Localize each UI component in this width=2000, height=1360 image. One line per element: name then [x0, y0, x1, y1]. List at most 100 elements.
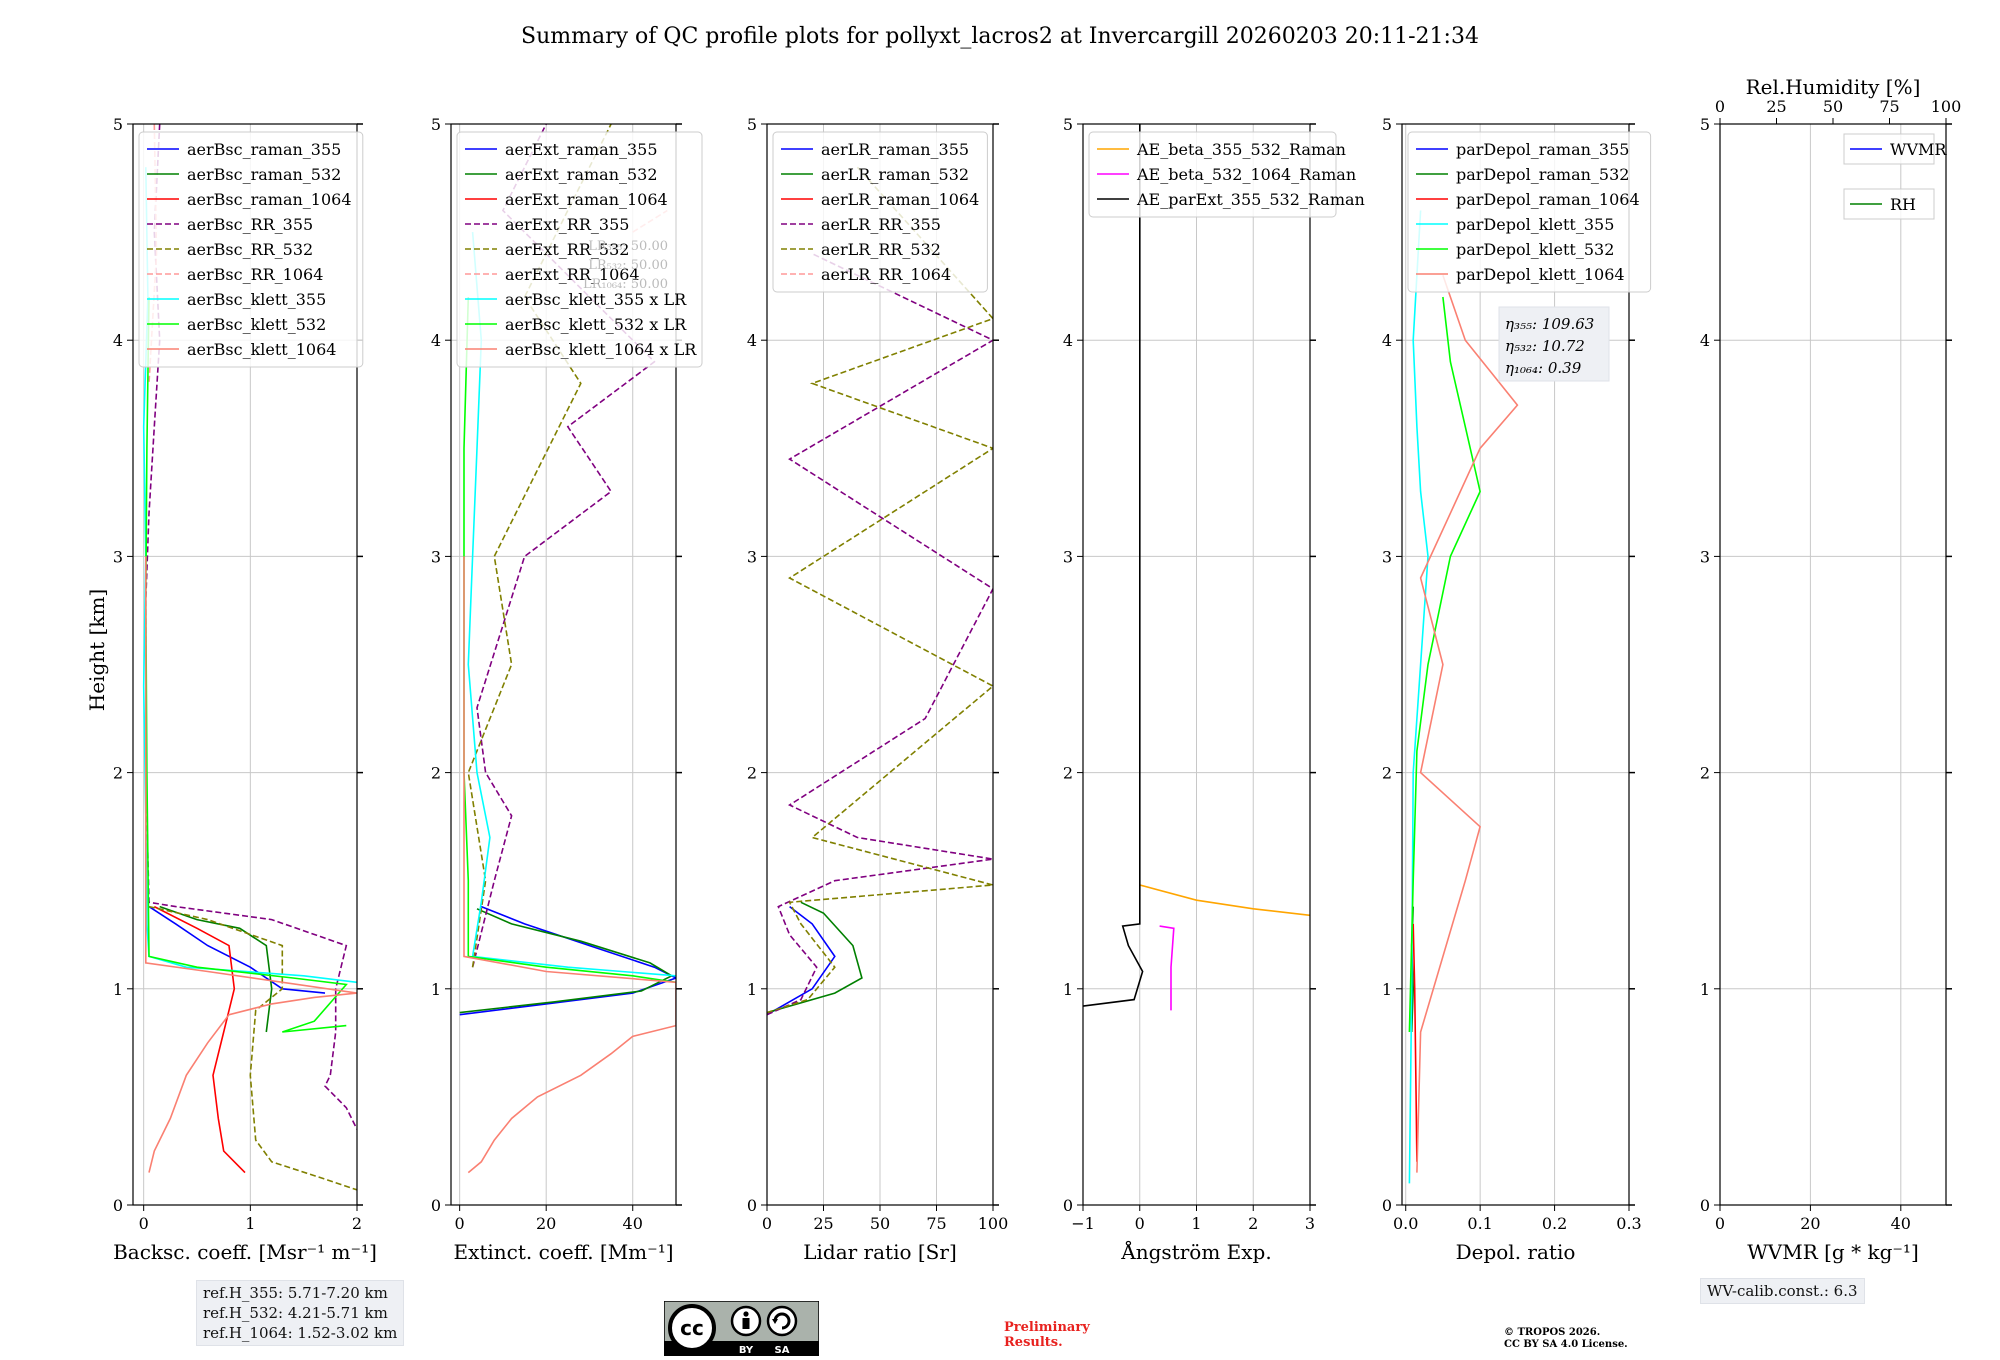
series-line-aerLR_RR_355	[767, 252, 993, 1016]
legend-label: aerBsc_RR_355	[187, 215, 313, 234]
x-tick-label: 2	[1248, 1214, 1258, 1233]
legend: AE_beta_355_532_Raman AE_beta_532_1064_Ra…	[1088, 131, 1365, 218]
series-line-aerLR_raman_355	[767, 905, 836, 1016]
legend-label: aerLR_raman_532	[821, 165, 969, 184]
legend-label: aerExt_raman_1064	[505, 190, 668, 209]
legend-label: aerBsc_klett_1064	[187, 340, 336, 359]
series-line-aerExt_raman_532	[459, 908, 674, 1014]
x-tick-label: 25	[813, 1214, 833, 1233]
y-tick-label: 0	[1382, 1196, 1392, 1215]
y-tick-label: 5	[1063, 115, 1073, 134]
series-line-parDepol_klett_1064	[1416, 275, 1519, 1173]
legend-label: aerExt_raman_532	[505, 165, 658, 184]
series-group	[767, 166, 993, 1016]
copyright-line-2: CC BY SA 4.0 License.	[1504, 1339, 1628, 1350]
legend-label: aerBsc_RR_532	[187, 240, 313, 259]
y-tick-label: 0	[1700, 1196, 1710, 1215]
legend-box	[772, 131, 988, 293]
copyright-note: © TROPOS 2026. CC BY SA 4.0 License.	[1504, 1327, 1628, 1351]
legend: parDepol_raman_355 parDepol_raman_532 parD…	[1407, 131, 1652, 293]
legend: aerLR_raman_355 aerLR_raman_532 aerLR_rama…	[772, 131, 988, 293]
legend-label: AE_parExt_355_532_Raman	[1136, 190, 1365, 209]
y-tick-label: 4	[1382, 331, 1392, 350]
legend-label: aerLR_raman_1064	[821, 190, 979, 209]
top-tick-label: 50	[1823, 97, 1843, 116]
y-tick-label: 0	[1063, 1196, 1073, 1215]
top-tick-label: 100	[1931, 97, 1962, 116]
y-tick-label: 2	[1700, 764, 1710, 783]
series-line-aerBsc_klett_532	[144, 296, 348, 1033]
annotation: η₃₅₅: 109.63 η₅₃₂: 10.72 η₁₀₆₄: 0.39	[1498, 306, 1610, 382]
legend-label: parDepol_raman_1064	[1456, 190, 1640, 209]
x-tick-label: 50	[870, 1214, 890, 1233]
figure-title: Summary of QC profile plots for pollyxt_…	[521, 24, 1479, 49]
legend-label: aerExt_raman_355	[505, 140, 658, 159]
y-tick-label: 4	[431, 331, 441, 350]
y-tick-label: 1	[113, 980, 123, 999]
panel-bsc: 0 1 2 0 1 2 3 4 5 Backsc. coeff. [Msr⁻¹ m⁻¹] aerBs…	[113, 115, 377, 1264]
x-axis-label: Extinct. coeff. [Mm⁻¹]	[453, 1240, 673, 1264]
top-tick-label: 75	[1879, 97, 1899, 116]
x-axis-label: Depol. ratio	[1456, 1240, 1576, 1264]
wv-calib-const: WV-calib.const.: 6.3	[1707, 1282, 1858, 1300]
legend-label: parDepol_klett_355	[1456, 215, 1614, 234]
series-line-parDepol_klett_355	[1408, 210, 1429, 1184]
legend-box	[1407, 131, 1652, 293]
legend-label: aerExt_RR_532	[505, 240, 629, 259]
y-tick-label: 1	[1700, 980, 1710, 999]
annotation-box	[1498, 306, 1610, 382]
y-tick-label: 1	[1063, 980, 1073, 999]
x-tick-label: 0	[1135, 1214, 1145, 1233]
series-line-aerBsc_klett_1064-x-LR	[463, 556, 676, 1174]
axes-frame	[450, 123, 677, 1206]
panel-ext: 0 20 40 0 1 2 3 4 5 Extinct. coeff. [Mm⁻¹] aerExt_…	[431, 115, 703, 1264]
y-tick-label: 3	[747, 547, 757, 566]
y-tick-label: 5	[431, 115, 441, 134]
y-tick-label: 2	[431, 764, 441, 783]
y-tick-label: 0	[431, 1196, 441, 1215]
series-line-parDepol_raman_1064	[1412, 923, 1418, 1162]
legend-label: aerBsc_raman_1064	[187, 190, 352, 209]
y-tick-label: 3	[1063, 547, 1073, 566]
sa-label: SA	[775, 1345, 790, 1356]
top-axis-label: Rel.Humidity [%]	[1746, 75, 1921, 99]
x-tick-label: 0.1	[1467, 1214, 1492, 1233]
legend-label: aerBsc_klett_1064 x LR	[505, 340, 697, 359]
series-line-aerBsc_klett_532-x-LR	[463, 296, 676, 984]
x-tick-label: 0	[455, 1214, 465, 1233]
series-line-aerBsc_raman_1064	[153, 905, 246, 1174]
series-line-aerBsc_raman_355	[148, 905, 326, 994]
legend-label: aerLR_RR_1064	[821, 265, 951, 284]
legend-box	[138, 131, 364, 368]
y-tick-label: 5	[1382, 115, 1392, 134]
axes-frame	[1082, 123, 1311, 1206]
eta-annotation: η₃₅₅: 109.63	[1505, 315, 1594, 333]
legend-label: aerLR_RR_532	[821, 240, 941, 259]
x-tick-label: 0.3	[1616, 1214, 1641, 1233]
x-tick-label: 2	[352, 1214, 362, 1233]
legend-label: aerLR_raman_355	[821, 140, 969, 159]
legend-label: parDepol_klett_1064	[1456, 265, 1625, 284]
legend-label: AE_beta_532_1064_Raman	[1136, 165, 1356, 184]
x-axis-label: Backsc. coeff. [Msr⁻¹ m⁻¹]	[113, 1240, 377, 1264]
legend: WVMR RH	[1843, 133, 1947, 220]
y-tick-label: 4	[1700, 331, 1710, 350]
y-tick-label: 3	[1382, 547, 1392, 566]
cc-icon: cc	[680, 1316, 704, 1340]
y-tick-label: 1	[747, 980, 757, 999]
series-line-aerBsc_klett_1064	[145, 556, 357, 1173]
x-tick-label: 0.2	[1542, 1214, 1567, 1233]
y-tick-label: 2	[1063, 764, 1073, 783]
axes-frame	[766, 123, 994, 1206]
y-tick-label: 0	[113, 1196, 123, 1215]
y-tick-label: 3	[1700, 547, 1710, 566]
legend-label: aerBsc_raman_355	[187, 140, 341, 159]
y-tick-label: 4	[113, 331, 123, 350]
eta-annotation: η₁₀₆₄: 0.39	[1505, 359, 1582, 377]
legend-label: AE_beta_355_532_Raman	[1136, 140, 1346, 159]
series-line-aerBsc_klett_355-x-LR	[467, 232, 676, 977]
copyright-line-1: © TROPOS 2026.	[1504, 1327, 1601, 1338]
series-group	[1408, 210, 1519, 1184]
legend-label: WVMR	[1890, 140, 1947, 159]
